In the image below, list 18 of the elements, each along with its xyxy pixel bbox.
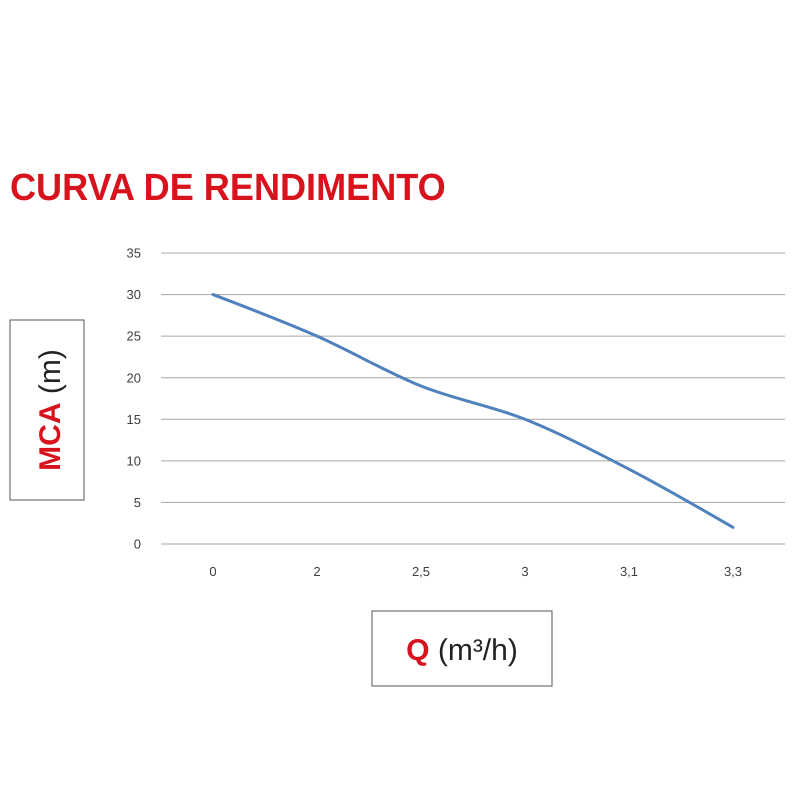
y-tick-label: 25 <box>126 328 141 344</box>
x-tick-label: 3 <box>521 564 529 579</box>
x-tick-label: 2 <box>313 564 321 579</box>
y-tick-label: 15 <box>126 412 141 427</box>
y-tick-label: 0 <box>134 536 141 552</box>
y-tick-label: 35 <box>126 246 141 261</box>
y-tick-label: 10 <box>126 453 141 468</box>
y-axis-title: MCA (m) <box>34 349 67 471</box>
x-axis-title: Q (m³/h) <box>406 634 518 667</box>
line-series <box>212 293 734 529</box>
y-tick-label: 5 <box>134 494 141 510</box>
x-tick-label: 3,1 <box>620 564 638 579</box>
chart-title: CURVA DE RENDIMENTO <box>10 165 446 208</box>
x-tick-label: 0 <box>209 564 217 579</box>
y-tick-label: 30 <box>126 287 141 302</box>
x-tick-label: 2,5 <box>412 564 430 579</box>
y-tick-label: 20 <box>126 370 141 386</box>
x-tick-label: 3,3 <box>724 564 742 579</box>
